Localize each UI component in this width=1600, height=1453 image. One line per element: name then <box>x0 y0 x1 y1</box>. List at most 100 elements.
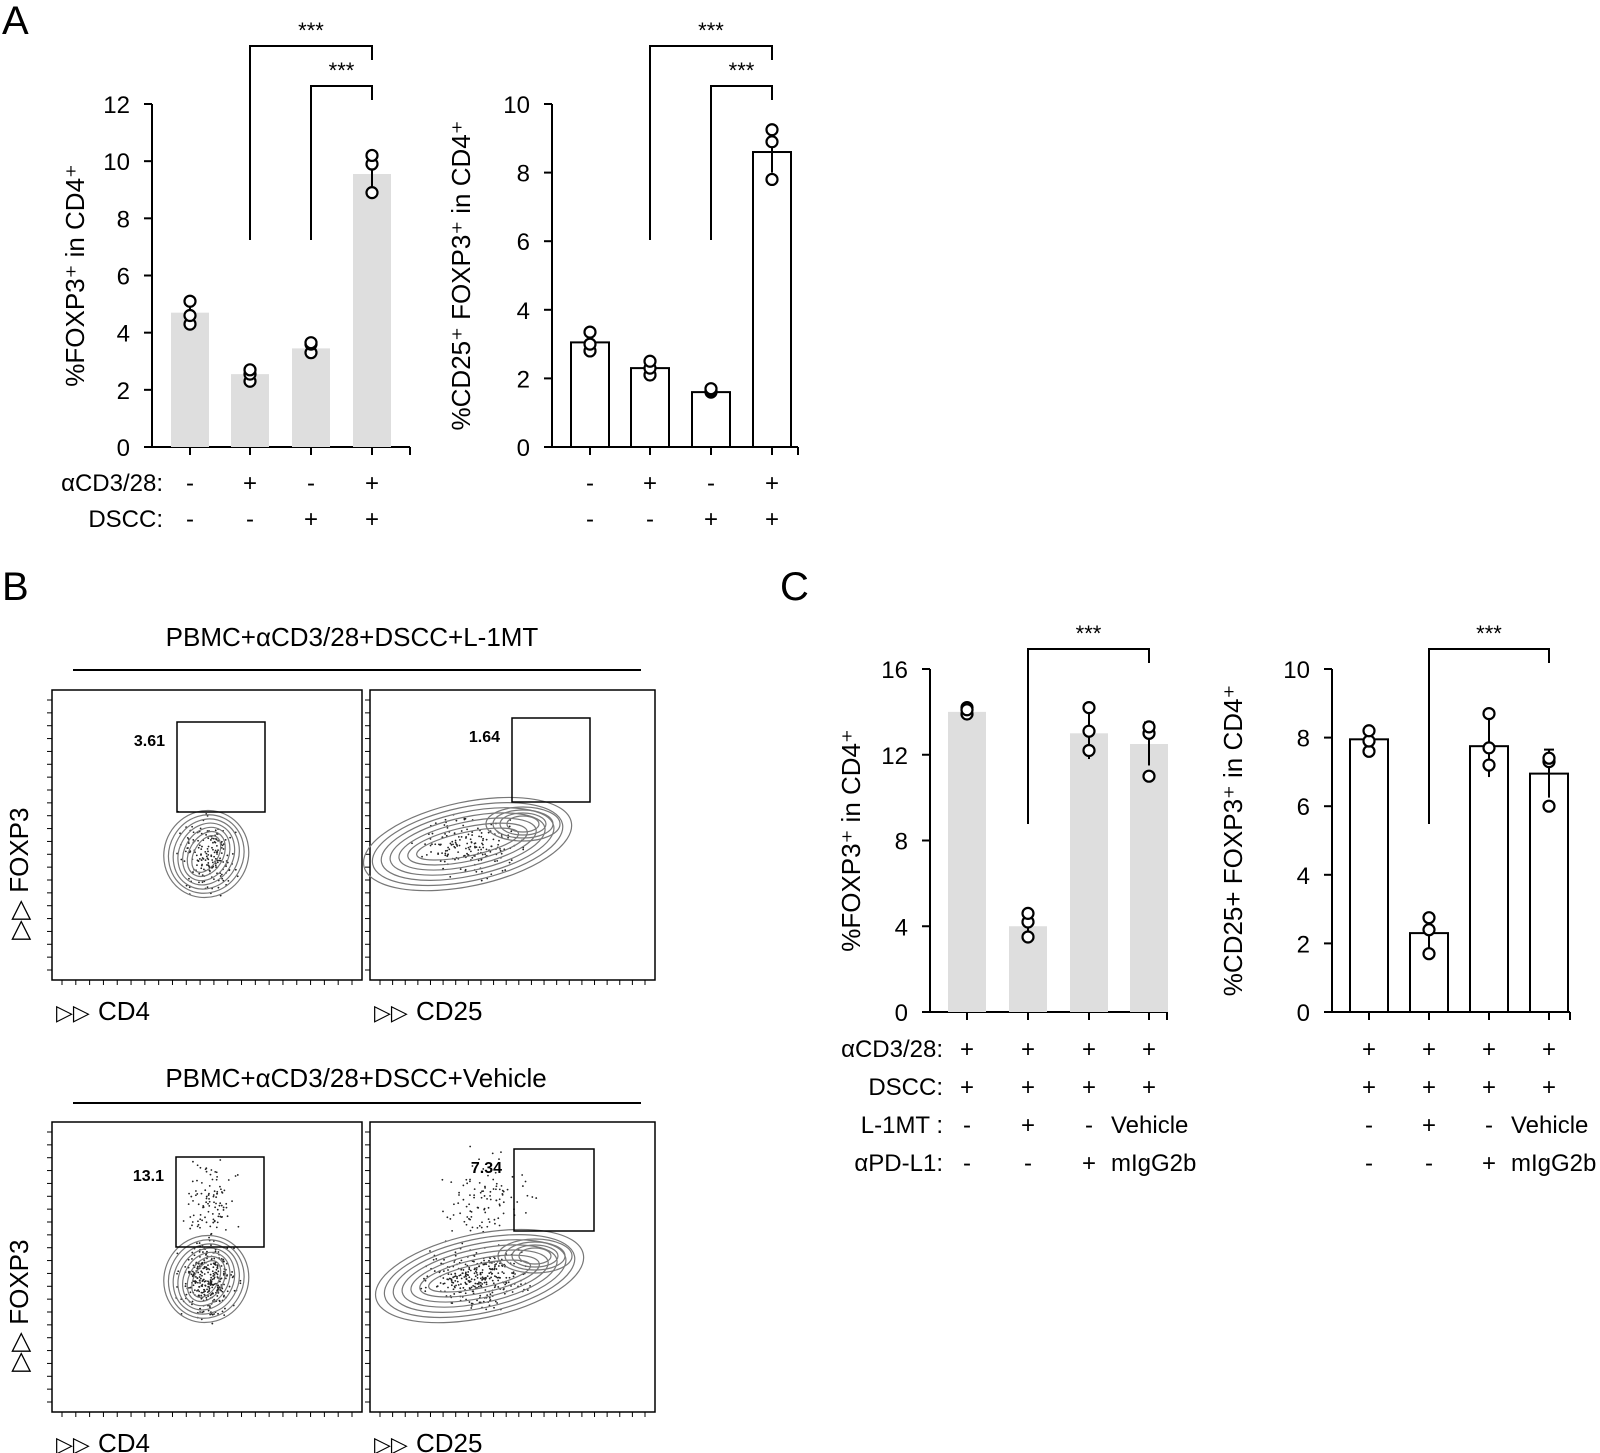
flow-event <box>193 1289 196 1292</box>
condition-value: + <box>304 506 318 533</box>
data-point <box>1422 923 1436 937</box>
flow-event <box>212 1266 215 1269</box>
flow-gate-value: 3.61 <box>134 733 165 750</box>
flow-event <box>207 1202 209 1205</box>
flow-event <box>194 1282 197 1284</box>
flow-event <box>468 848 471 851</box>
flow-event <box>216 853 218 855</box>
flow-event <box>488 1277 491 1280</box>
flow-event <box>212 1300 214 1302</box>
bar <box>1130 744 1168 1012</box>
flow-event <box>478 1281 480 1284</box>
flow-event <box>501 1271 504 1273</box>
flow-event <box>503 1292 506 1295</box>
flow-event <box>489 1271 492 1274</box>
flow-event <box>481 843 484 846</box>
condition-value: + <box>1482 1150 1496 1177</box>
y-tick-label: 4 <box>1297 863 1310 890</box>
flow-event <box>504 869 507 871</box>
flow-event <box>488 1304 491 1307</box>
flow-event <box>453 1293 456 1295</box>
flow-event <box>442 1270 445 1272</box>
flow-event <box>212 1221 215 1224</box>
flow-event <box>474 842 477 845</box>
flow-event <box>449 842 452 845</box>
flow-event <box>234 1175 237 1177</box>
flow-contour <box>511 1244 559 1268</box>
flow-contour <box>374 1228 585 1324</box>
flow-event <box>454 1275 457 1277</box>
flow-event <box>191 825 194 828</box>
flow-event <box>211 846 213 849</box>
flow-event <box>454 839 457 842</box>
flow-event <box>470 1278 473 1281</box>
flow-event <box>198 1290 201 1293</box>
flow-condition-title: PBMC+αCD3/28+DSCC+Vehicle <box>165 1063 546 1093</box>
flow-event <box>211 1278 214 1281</box>
flow-event <box>503 1287 505 1290</box>
y-tick-label: 12 <box>103 92 130 119</box>
data-point <box>1021 930 1035 944</box>
flow-event <box>234 868 237 871</box>
bar <box>752 151 792 449</box>
flow-event <box>474 1270 477 1273</box>
flow-event <box>218 859 221 862</box>
flow-event <box>467 846 470 849</box>
y-tick-label: 4 <box>895 914 908 941</box>
flow-event <box>202 1291 205 1293</box>
flow-event <box>472 1285 475 1287</box>
flow-event <box>501 869 504 872</box>
flow-contour <box>163 809 250 899</box>
flow-event <box>451 1229 454 1232</box>
flow-event <box>438 843 440 846</box>
flow-event <box>461 1272 464 1275</box>
flow-event <box>212 837 215 840</box>
flow-event <box>209 1279 212 1281</box>
flow-event <box>498 1198 501 1201</box>
flow-event <box>194 1194 197 1197</box>
flow-event <box>187 847 189 849</box>
flow-event <box>454 1280 457 1282</box>
flow-event <box>493 1275 496 1278</box>
flow-event <box>218 1213 221 1215</box>
flow-event <box>468 1287 471 1289</box>
flow-event <box>225 1206 228 1209</box>
flow-contour <box>380 807 555 881</box>
flow-event <box>221 1310 224 1313</box>
flow-event <box>183 860 186 863</box>
flow-event <box>468 1301 471 1303</box>
flow-event <box>473 1196 475 1199</box>
flow-event <box>185 1293 188 1296</box>
significance-label: *** <box>729 58 755 83</box>
flow-event <box>439 1282 442 1284</box>
flow-condition-l1mt: PBMC+αCD3/28+DSCC+L-1MT <box>73 622 641 671</box>
flow-event <box>495 1188 497 1191</box>
flow-axis-arrow: ▷▷ <box>56 1000 90 1025</box>
flow-event <box>199 1311 201 1313</box>
flow-event <box>208 1287 211 1290</box>
flow-event <box>214 1264 217 1266</box>
flow-contour <box>506 815 540 833</box>
flow-event <box>184 1285 187 1288</box>
flow-event <box>225 1202 228 1205</box>
flow-event <box>464 1292 467 1295</box>
flow-event <box>478 1158 480 1161</box>
flow-event <box>468 1217 470 1220</box>
flow-event <box>214 829 217 832</box>
flow-event <box>200 854 202 856</box>
flow-event <box>191 1270 194 1273</box>
flow-event <box>511 1175 514 1178</box>
flow-event <box>214 1250 217 1253</box>
flow-event <box>211 861 214 864</box>
data-point <box>1362 724 1376 738</box>
condition-row-label: DSCC: <box>88 506 163 533</box>
data-point <box>1422 947 1436 961</box>
flow-event <box>473 1272 476 1275</box>
flow-gate-value: 13.1 <box>133 1168 164 1185</box>
flow-event <box>477 1285 480 1288</box>
flow-event <box>470 850 472 853</box>
flow-event <box>210 1244 212 1246</box>
flow-event <box>465 1298 468 1301</box>
flow-event <box>191 1251 194 1254</box>
